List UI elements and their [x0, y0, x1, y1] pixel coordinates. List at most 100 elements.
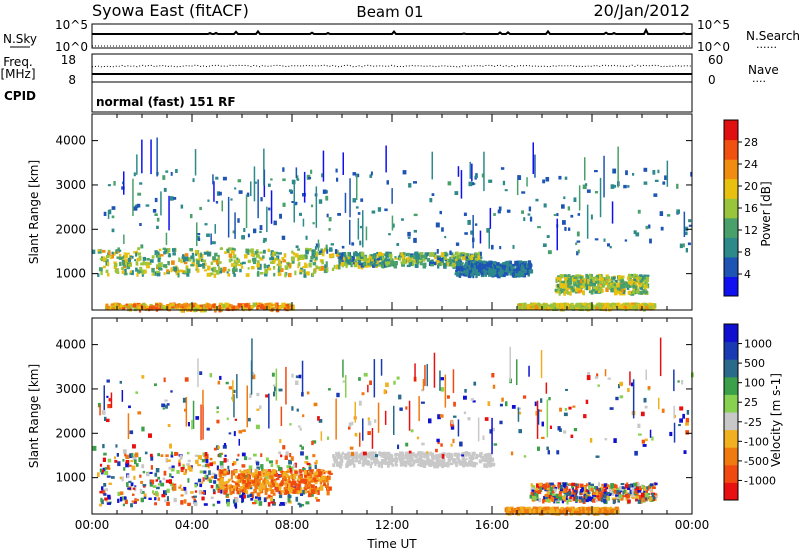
heatmap-cell: [174, 451, 177, 456]
heatmap-cell: [137, 252, 141, 256]
heatmap-cell: [328, 228, 331, 231]
heatmap-cell: [414, 253, 418, 257]
heatmap-cell: [558, 493, 562, 497]
heatmap-cell: [510, 270, 514, 275]
heatmap-cell: [271, 479, 275, 484]
heatmap-cell: [232, 461, 237, 465]
heatmap-cell: [570, 286, 574, 290]
heatmap-cell: [134, 259, 137, 262]
heatmap-cell: [343, 261, 346, 267]
heatmap-cell: [251, 493, 255, 499]
heatmap-cell: [156, 264, 159, 270]
heatmap-cell: [436, 249, 439, 254]
heatmap-cell: [364, 456, 367, 460]
heatmap-cell: [638, 494, 642, 500]
heatmap-cell: [620, 279, 624, 284]
heatmap-cell: [660, 226, 664, 231]
heatmap-cell: [644, 290, 648, 294]
heatmap-cell: [573, 279, 577, 284]
heatmap-cell: [197, 455, 202, 460]
heatmap-cell: [452, 461, 455, 464]
heatmap-cell: [107, 464, 110, 469]
heatmap-cell: [292, 481, 295, 485]
heatmap-cell: [219, 461, 224, 466]
heatmap-cell: [627, 499, 631, 504]
heatmap-cell: [530, 487, 535, 491]
heatmap-cell: [345, 257, 349, 262]
heatmap-cell: [217, 306, 220, 310]
heatmap-cell: [592, 498, 596, 503]
heatmap-streak: [603, 155, 605, 198]
heatmap-cell: [285, 304, 288, 307]
heatmap-cell: [155, 479, 159, 482]
heatmap-cell: [590, 483, 594, 486]
heatmap-cell: [352, 253, 356, 257]
heatmap-cell: [297, 485, 301, 491]
heatmap-cell: [394, 459, 399, 463]
heatmap-cell: [245, 476, 250, 480]
heatmap-cell: [427, 258, 431, 262]
heatmap-cell: [348, 255, 352, 259]
heatmap-cell: [486, 264, 490, 268]
heatmap-cell: [233, 485, 237, 489]
heatmap-cell: [527, 506, 531, 509]
heatmap-cell: [359, 240, 362, 246]
heatmap-cell: [618, 492, 621, 496]
heatmap-cell: [454, 258, 458, 261]
heatmap-cell: [468, 272, 472, 278]
heatmap-cell: [245, 483, 249, 488]
heatmap-cell: [121, 270, 125, 274]
heatmap-cell: [314, 464, 317, 469]
heatmap-cell: [567, 303, 571, 307]
heatmap-cell: [222, 176, 227, 181]
heatmap-cell: [289, 303, 292, 306]
heatmap-cell: [564, 226, 567, 231]
heatmap-cell: [542, 179, 546, 184]
heatmap-cell: [230, 489, 235, 494]
heatmap-cell: [311, 469, 315, 472]
heatmap-cell: [472, 462, 476, 468]
heatmap-cell: [509, 509, 512, 514]
heatmap-cell: [591, 278, 595, 281]
heatmap-cell: [536, 510, 541, 513]
heatmap-cell: [125, 261, 128, 265]
heatmap-cell: [226, 501, 230, 507]
heatmap-cell: [122, 459, 125, 462]
heatmap-cell: [548, 509, 552, 514]
heatmap-cell: [338, 257, 342, 263]
heatmap-cell: [562, 482, 567, 488]
heatmap-cell: [543, 306, 548, 311]
heatmap-cell: [104, 497, 108, 501]
heatmap-cell: [123, 252, 127, 255]
heatmap-streak: [349, 178, 351, 218]
heatmap-cell: [255, 496, 258, 499]
heatmap-cell: [633, 278, 637, 281]
heatmap-cell: [362, 261, 367, 267]
heatmap-cell: [117, 251, 120, 254]
heatmap-cell: [547, 306, 550, 309]
heatmap-cell: [335, 451, 338, 456]
heatmap-cell: [442, 459, 446, 465]
heatmap-cell: [119, 304, 123, 308]
heatmap-cell: [310, 489, 315, 493]
heatmap-cell: [465, 261, 469, 264]
heatmap-cell: [443, 256, 447, 260]
heatmap-cell: [117, 498, 120, 503]
heatmap-cell: [499, 273, 503, 278]
heatmap-cell: [594, 286, 597, 291]
heatmap-cell: [560, 485, 563, 490]
heatmap-cell: [528, 306, 531, 310]
heatmap-cell: [250, 497, 254, 501]
heatmap-cell: [282, 167, 285, 172]
heatmap-cell: [119, 253, 122, 258]
heatmap-cell: [370, 254, 375, 257]
heatmap-cell: [463, 269, 468, 273]
heatmap-cell: [612, 302, 617, 306]
heatmap-cell: [273, 480, 277, 483]
heatmap-cell: [292, 489, 296, 494]
heatmap-cell: [273, 266, 276, 270]
heatmap-cell: [211, 241, 216, 245]
heatmap-cell: [178, 486, 182, 489]
heatmap-cell: [359, 225, 364, 229]
heatmap-cell: [579, 497, 583, 501]
